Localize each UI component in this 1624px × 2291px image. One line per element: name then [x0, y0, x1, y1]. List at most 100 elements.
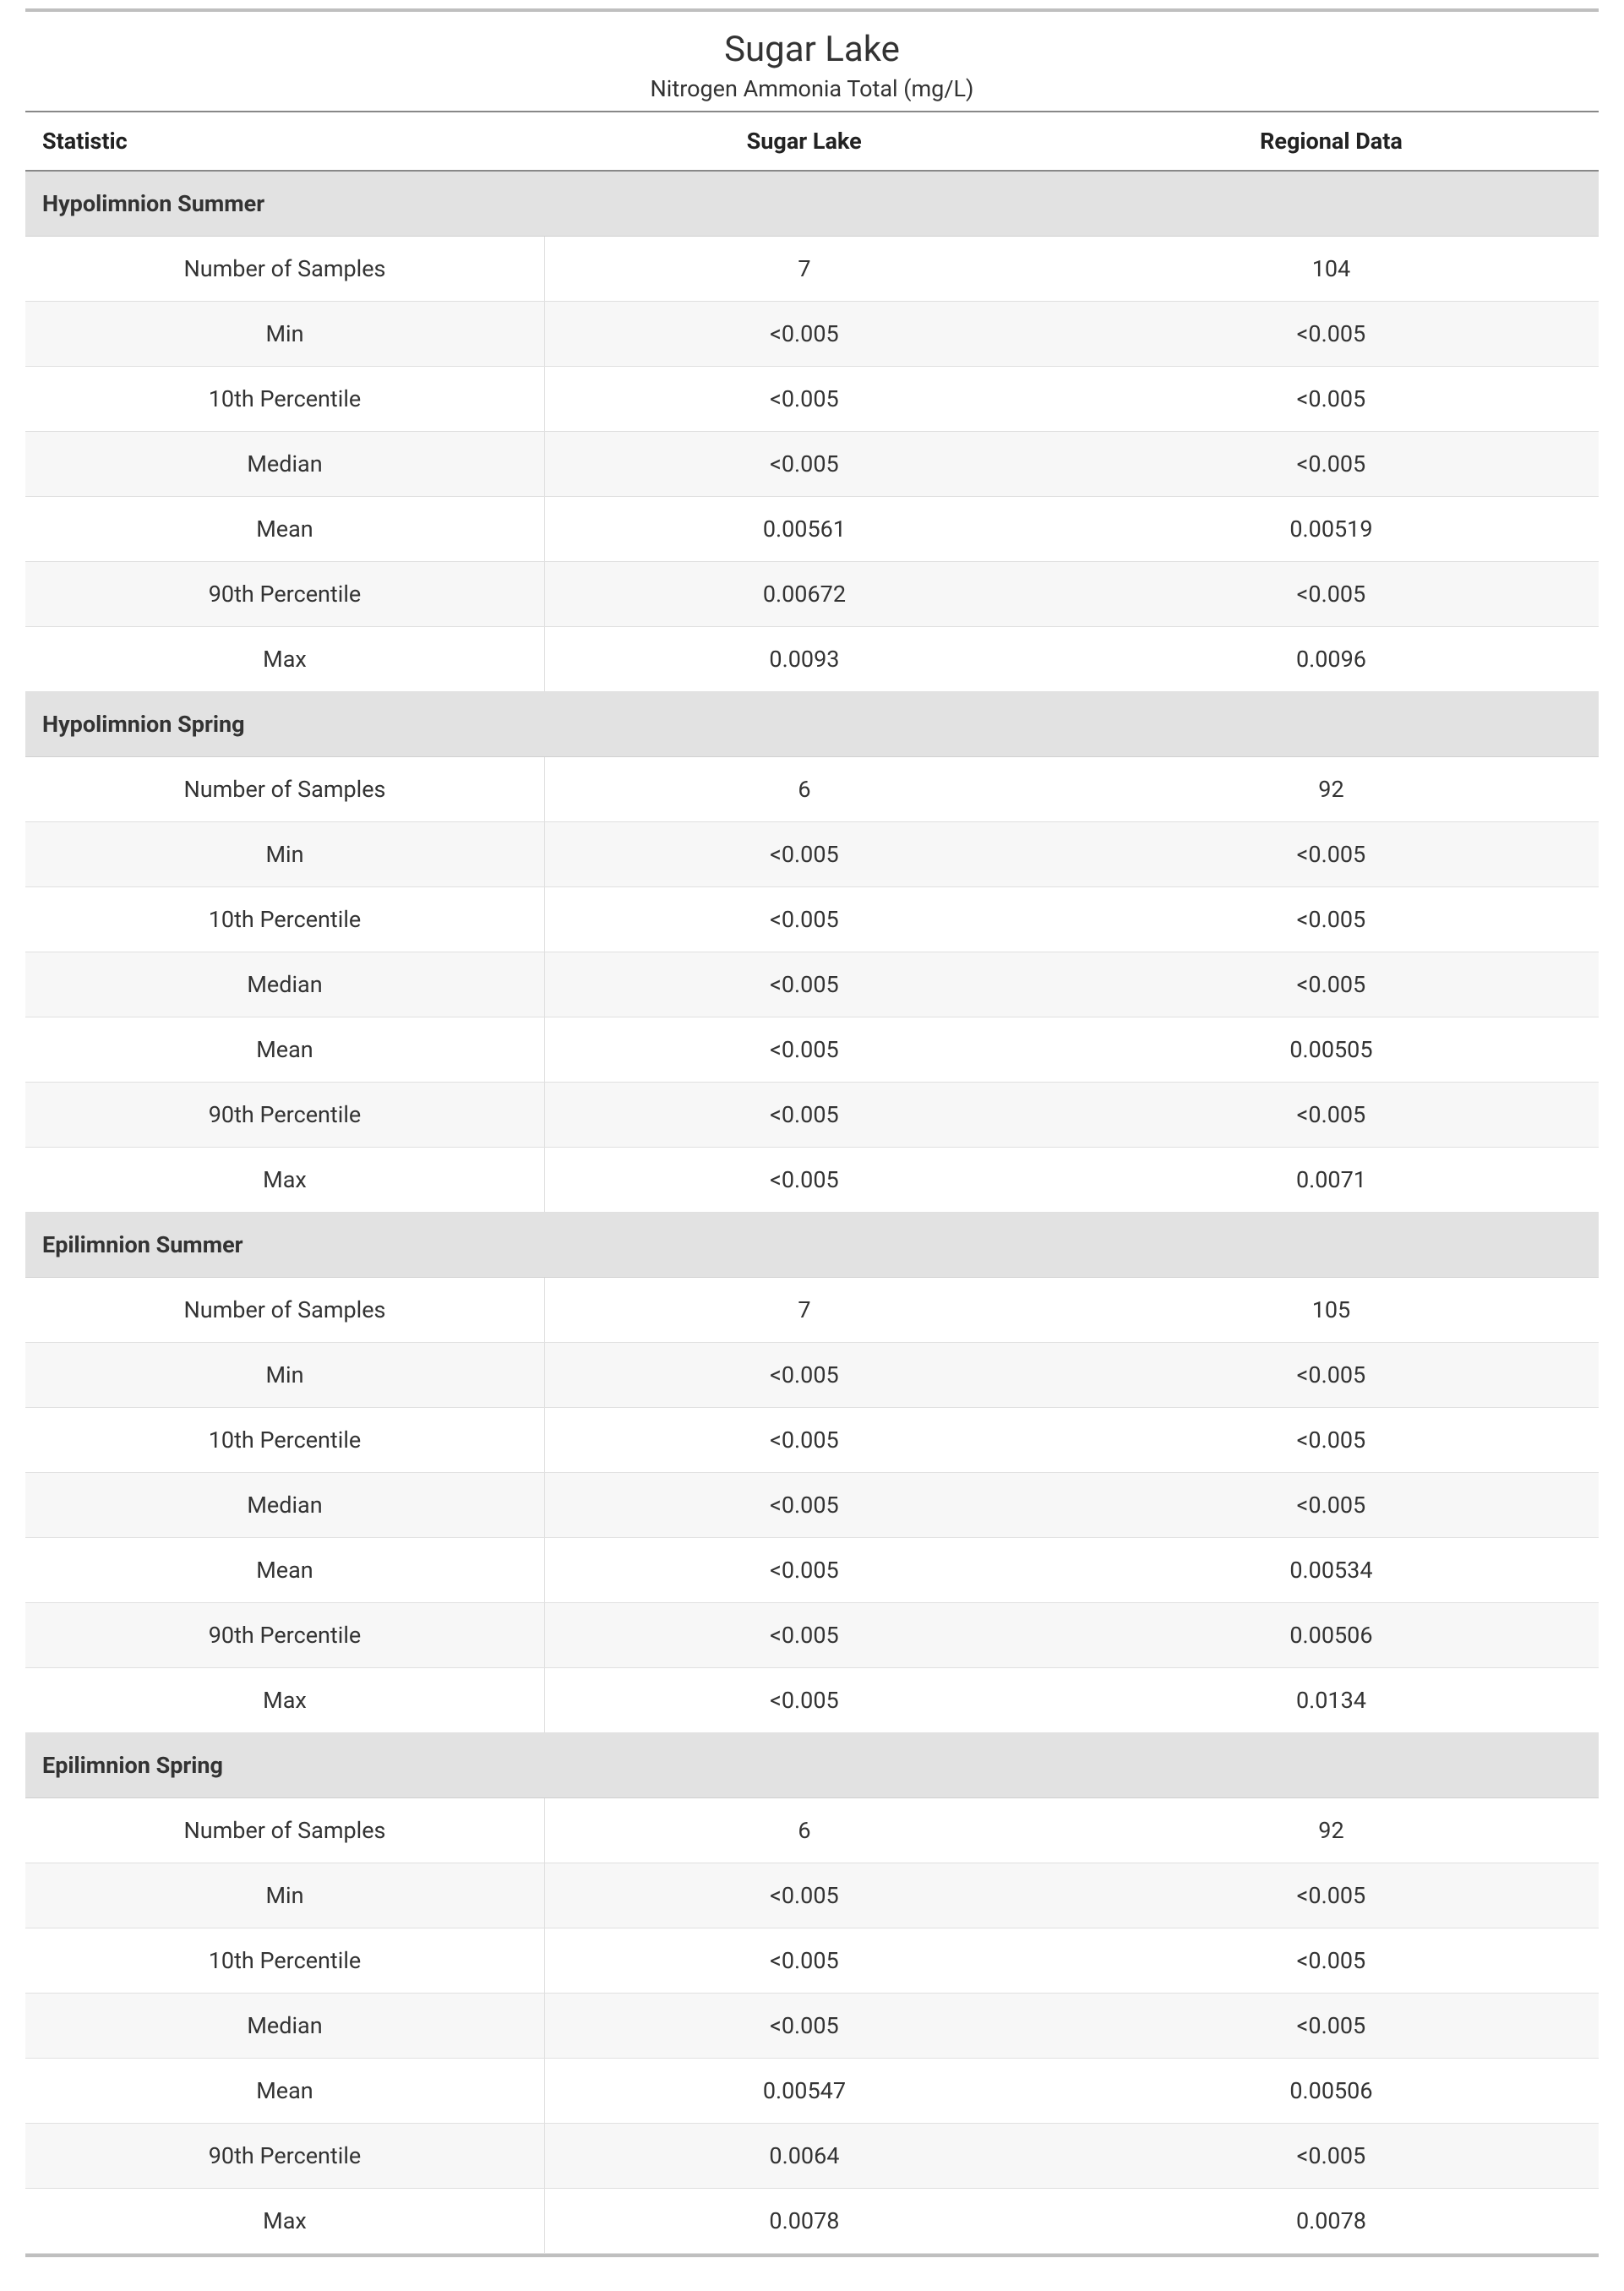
- table-row: Number of Samples692: [25, 757, 1599, 822]
- stat-label: Min: [25, 1343, 544, 1408]
- stat-regional-value: <0.005: [1064, 367, 1599, 432]
- stat-label: Min: [25, 1863, 544, 1928]
- table-row: 10th Percentile<0.005<0.005: [25, 1928, 1599, 1994]
- stat-label: Median: [25, 1473, 544, 1538]
- stat-regional-value: <0.005: [1064, 2124, 1599, 2189]
- stat-regional-value: <0.005: [1064, 562, 1599, 627]
- table-row: Min<0.005<0.005: [25, 1343, 1599, 1408]
- table-row: 90th Percentile0.0064<0.005: [25, 2124, 1599, 2189]
- table-row: Number of Samples7104: [25, 237, 1599, 302]
- stat-label: Mean: [25, 2059, 544, 2124]
- table-row: Mean0.005610.00519: [25, 497, 1599, 562]
- stat-site-value: 0.0064: [544, 2124, 1063, 2189]
- stat-regional-value: 92: [1064, 1798, 1599, 1863]
- stat-label: 10th Percentile: [25, 1928, 544, 1994]
- table-row: Mean0.005470.00506: [25, 2059, 1599, 2124]
- stat-regional-value: <0.005: [1064, 1343, 1599, 1408]
- stat-label: 10th Percentile: [25, 367, 544, 432]
- stat-site-value: <0.005: [544, 1473, 1063, 1538]
- stat-label: Max: [25, 1668, 544, 1733]
- stat-regional-value: 92: [1064, 757, 1599, 822]
- section-header: Epilimnion Spring: [25, 1733, 1599, 1798]
- stat-site-value: 0.0093: [544, 627, 1063, 692]
- table-row: 10th Percentile<0.005<0.005: [25, 887, 1599, 952]
- stat-site-value: <0.005: [544, 1408, 1063, 1473]
- section-title: Hypolimnion Summer: [25, 171, 1599, 237]
- stat-label: Median: [25, 432, 544, 497]
- table-row: Max0.00930.0096: [25, 627, 1599, 692]
- table-row: Mean<0.0050.00505: [25, 1017, 1599, 1083]
- table-header-row: Statistic Sugar Lake Regional Data: [25, 112, 1599, 171]
- stat-regional-value: <0.005: [1064, 432, 1599, 497]
- stat-site-value: <0.005: [544, 1994, 1063, 2059]
- table-row: 10th Percentile<0.005<0.005: [25, 367, 1599, 432]
- table-row: Mean<0.0050.00534: [25, 1538, 1599, 1603]
- stat-label: 90th Percentile: [25, 2124, 544, 2189]
- table-row: Number of Samples7105: [25, 1278, 1599, 1343]
- stat-regional-value: 104: [1064, 237, 1599, 302]
- stat-site-value: <0.005: [544, 1603, 1063, 1668]
- stat-regional-value: 0.0096: [1064, 627, 1599, 692]
- stat-label: 10th Percentile: [25, 887, 544, 952]
- stat-regional-value: 0.00534: [1064, 1538, 1599, 1603]
- col-header-site: Sugar Lake: [544, 112, 1063, 171]
- table-row: Median<0.005<0.005: [25, 952, 1599, 1017]
- table-row: Min<0.005<0.005: [25, 822, 1599, 887]
- stat-label: Min: [25, 822, 544, 887]
- stat-site-value: 0.00547: [544, 2059, 1063, 2124]
- title-block: Sugar Lake Nitrogen Ammonia Total (mg/L): [25, 12, 1599, 111]
- stat-site-value: <0.005: [544, 822, 1063, 887]
- stat-site-value: <0.005: [544, 1863, 1063, 1928]
- report-page: Sugar Lake Nitrogen Ammonia Total (mg/L)…: [0, 8, 1624, 2291]
- stat-label: Number of Samples: [25, 757, 544, 822]
- stat-label: Median: [25, 1994, 544, 2059]
- table-row: Median<0.005<0.005: [25, 432, 1599, 497]
- stat-regional-value: <0.005: [1064, 1083, 1599, 1148]
- stat-label: Number of Samples: [25, 1278, 544, 1343]
- stat-regional-value: 0.00519: [1064, 497, 1599, 562]
- stat-label: Max: [25, 1148, 544, 1213]
- stat-site-value: <0.005: [544, 1343, 1063, 1408]
- stat-regional-value: <0.005: [1064, 952, 1599, 1017]
- stat-site-value: <0.005: [544, 1538, 1063, 1603]
- table-row: Max<0.0050.0071: [25, 1148, 1599, 1213]
- stat-site-value: <0.005: [544, 1017, 1063, 1083]
- stat-site-value: <0.005: [544, 1148, 1063, 1213]
- stat-site-value: 6: [544, 1798, 1063, 1863]
- table-row: Max0.00780.0078: [25, 2189, 1599, 2254]
- stat-regional-value: <0.005: [1064, 1994, 1599, 2059]
- stat-site-value: 0.00672: [544, 562, 1063, 627]
- stat-site-value: 7: [544, 237, 1063, 302]
- stat-regional-value: 0.00505: [1064, 1017, 1599, 1083]
- stat-label: Max: [25, 627, 544, 692]
- stat-regional-value: <0.005: [1064, 1473, 1599, 1538]
- stat-label: Number of Samples: [25, 1798, 544, 1863]
- stat-regional-value: <0.005: [1064, 887, 1599, 952]
- stat-label: Mean: [25, 1017, 544, 1083]
- col-header-statistic: Statistic: [25, 112, 544, 171]
- stat-label: 90th Percentile: [25, 562, 544, 627]
- stat-label: 90th Percentile: [25, 1083, 544, 1148]
- stat-site-value: <0.005: [544, 1668, 1063, 1733]
- table-row: 90th Percentile0.00672<0.005: [25, 562, 1599, 627]
- stat-regional-value: <0.005: [1064, 1928, 1599, 1994]
- stat-label: 10th Percentile: [25, 1408, 544, 1473]
- table-row: 90th Percentile<0.0050.00506: [25, 1603, 1599, 1668]
- stat-site-value: <0.005: [544, 1083, 1063, 1148]
- table-row: Median<0.005<0.005: [25, 1994, 1599, 2059]
- stat-label: Mean: [25, 497, 544, 562]
- stat-regional-value: 0.0134: [1064, 1668, 1599, 1733]
- table-row: 10th Percentile<0.005<0.005: [25, 1408, 1599, 1473]
- table-row: Min<0.005<0.005: [25, 1863, 1599, 1928]
- section-header: Hypolimnion Summer: [25, 171, 1599, 237]
- section-title: Epilimnion Spring: [25, 1733, 1599, 1798]
- section-header: Hypolimnion Spring: [25, 692, 1599, 757]
- stat-regional-value: <0.005: [1064, 822, 1599, 887]
- table-body: Hypolimnion SummerNumber of Samples7104M…: [25, 171, 1599, 2254]
- stat-site-value: 0.0078: [544, 2189, 1063, 2254]
- stat-regional-value: 0.0071: [1064, 1148, 1599, 1213]
- section-header: Epilimnion Summer: [25, 1213, 1599, 1278]
- stat-site-value: 6: [544, 757, 1063, 822]
- col-header-regional: Regional Data: [1064, 112, 1599, 171]
- stat-site-value: 0.00561: [544, 497, 1063, 562]
